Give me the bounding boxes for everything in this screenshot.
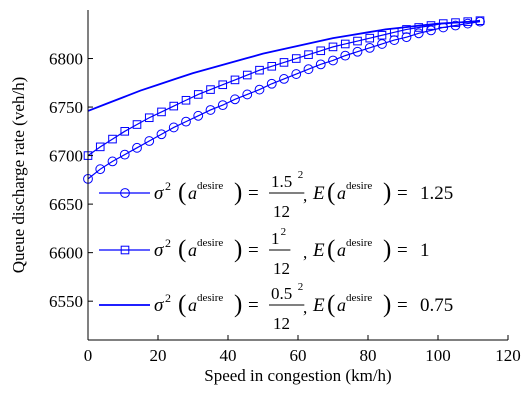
data-point (450, 20, 461, 31)
data-point (95, 142, 105, 152)
data-point (402, 25, 411, 34)
series-line (87, 21, 481, 180)
data-point (181, 116, 191, 127)
data-point (144, 113, 154, 123)
data-point (168, 122, 179, 133)
data-point (205, 105, 216, 115)
x-tick-label: 40 (220, 346, 237, 365)
x-tick-label: 100 (425, 346, 451, 365)
data-point (377, 39, 387, 49)
data-point (144, 136, 155, 146)
data-point (340, 39, 350, 49)
y-tick-label: 6550 (49, 292, 83, 311)
legend-item-2: σ 2 (adesire) =12 12, E(adesire) = 1 (99, 226, 430, 278)
data-point (340, 50, 351, 61)
x-tick-label: 20 (150, 346, 167, 365)
series-2 (83, 16, 485, 160)
data-point (328, 55, 338, 66)
x-tick-label: 120 (495, 346, 521, 365)
data-point (254, 84, 265, 95)
data-point (206, 85, 215, 94)
y-tick-label: 6750 (49, 98, 83, 117)
data-point (242, 89, 253, 100)
data-point (156, 129, 167, 140)
data-point (328, 42, 338, 52)
data-point (119, 149, 130, 160)
series-3 (87, 19, 481, 112)
data-point (95, 164, 106, 175)
data-point (414, 23, 424, 32)
data-point (108, 134, 117, 144)
data-point (352, 46, 363, 57)
data-point (267, 61, 277, 71)
x-axis-title: Speed in congestion (km/h) (204, 366, 391, 385)
data-point (462, 18, 473, 29)
data-point (377, 30, 387, 40)
data-point (120, 127, 130, 136)
data-point (279, 74, 289, 84)
ticks-layer: 0 20 40 60 80 100 120 6550 6600 6650 6700 6750 6800 (49, 50, 521, 365)
data-point (181, 95, 191, 105)
y-tick-label: 6800 (49, 50, 83, 69)
x-tick-label: 80 (360, 346, 377, 365)
data-point (291, 54, 301, 63)
data-point (157, 107, 166, 117)
data-point (132, 142, 142, 153)
x-tick-label: 60 (290, 346, 307, 365)
data-point (242, 70, 252, 80)
data-point (193, 110, 204, 121)
legend-marker (120, 245, 130, 255)
legend-label: σ 2 (adesire) =0.5 2 12, E(adesire) = 0.75 (154, 281, 453, 333)
legend: σ 2 (adesire) =1.5 2 12, E(adesire) = 1.25σ 2 (ade… (99, 169, 453, 333)
data-point (255, 65, 264, 75)
data-point (315, 59, 326, 70)
data-point (353, 36, 362, 46)
data-point (291, 69, 302, 79)
y-axis-title: Queue discharge rate (veh/h) (9, 77, 28, 274)
legend-item-1: σ 2 (adesire) =1.5 2 12, E(adesire) = 1.25 (99, 169, 453, 221)
data-point (230, 75, 240, 85)
data-point (364, 42, 375, 53)
data-point (279, 58, 289, 67)
data-point (218, 80, 228, 90)
data-point (303, 64, 314, 75)
y-tick-label: 6700 (49, 147, 83, 166)
data-point (316, 46, 326, 56)
data-point (217, 100, 228, 111)
legend-label: σ 2 (adesire) =12 12, E(adesire) = 1 (154, 226, 430, 278)
y-tick-label: 6650 (49, 195, 83, 214)
series-1 (83, 16, 485, 184)
data-point (230, 94, 240, 105)
data-point (304, 50, 313, 59)
data-point (266, 78, 277, 89)
data-point (132, 120, 142, 129)
data-point (107, 156, 118, 167)
x-tick-label: 0 (84, 346, 93, 365)
data-point (365, 33, 375, 43)
series-line (87, 19, 481, 112)
legend-marker (120, 188, 130, 198)
legend-item-3: σ 2 (adesire) =0.5 2 12, E(adesire) = 0.75 (99, 281, 453, 333)
series-layer (83, 16, 485, 184)
legend-label: σ 2 (adesire) =1.5 2 12, E(adesire) = 1.25 (154, 169, 453, 221)
data-point (413, 28, 424, 39)
data-point (193, 90, 203, 99)
y-tick-label: 6600 (49, 244, 83, 263)
data-point (169, 101, 179, 111)
